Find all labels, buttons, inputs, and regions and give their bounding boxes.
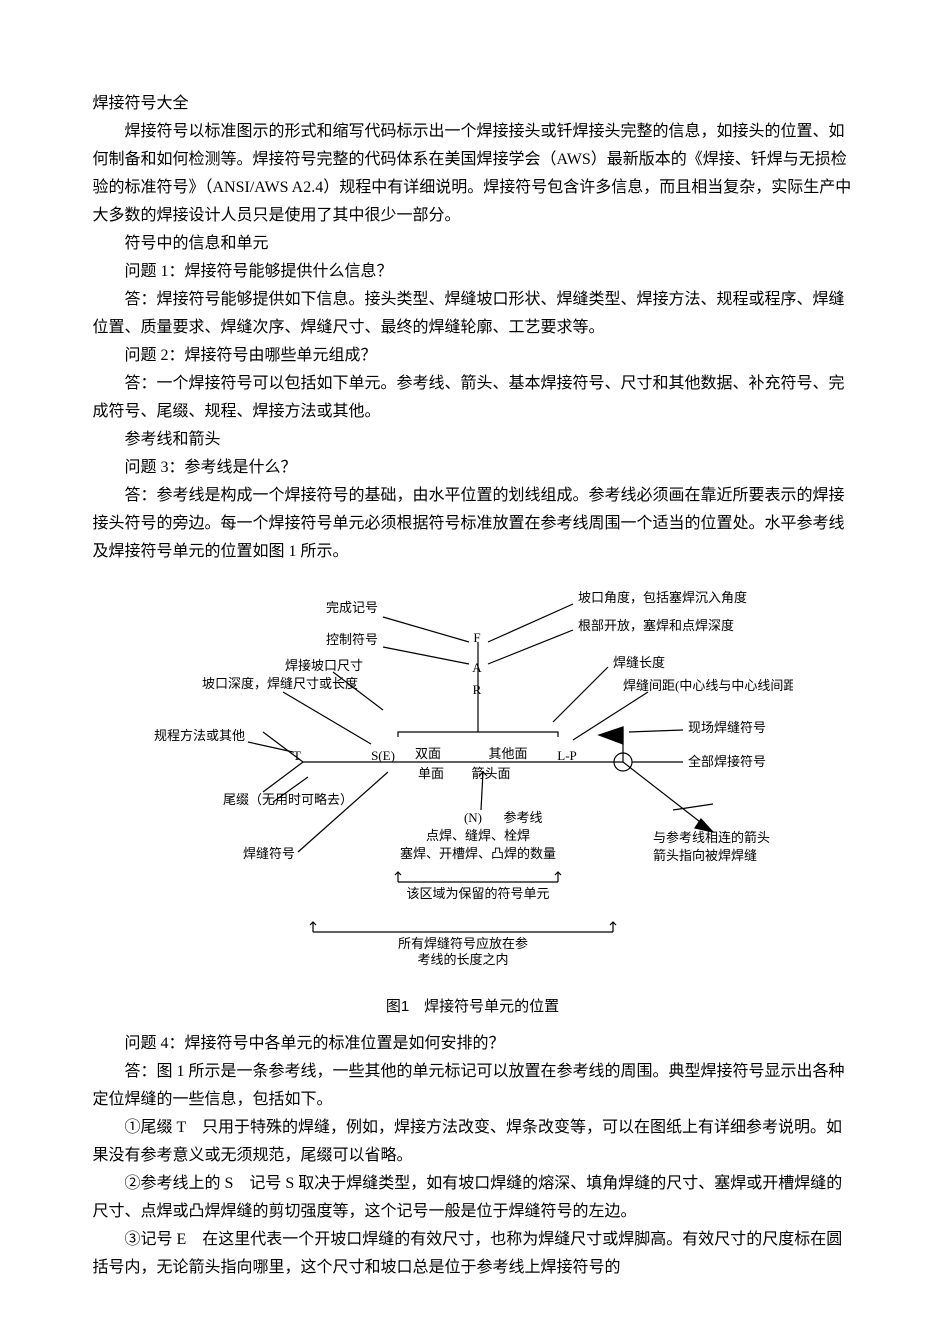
lbl-reserved: 该区域为保留的符号单元	[406, 886, 549, 901]
lbl-arrowto: 箭头指向被焊焊缝	[653, 848, 757, 863]
item-2: ②参考线上的 S 记号 S 取决于焊缝类型，如有坡口焊缝的熔深、填角焊缝的尺寸、…	[93, 1170, 853, 1226]
lbl-field: 现场焊缝符号	[688, 720, 766, 735]
lbl-refline: 参考线	[503, 810, 542, 825]
lbl-LP: L-P	[557, 748, 577, 763]
welding-symbol-diagram: 完成记号 控制符号 焊接坡口尺寸 坡口深度，焊缝尺寸或长度 规程方法或其他 尾缀…	[153, 572, 793, 992]
q2: 问题 2：焊接符号由哪些单元组成？	[93, 342, 853, 370]
a3: 答：参考线是构成一个焊接符号的基础，由水平位置的划线组成。参考线必须画在靠近所要…	[93, 482, 853, 566]
lbl-depth: 坡口深度，焊缝尺寸或长度	[201, 676, 357, 691]
page: 焊接符号大全 焊接符号以标准图示的形式和缩写代码标示出一个焊接接头或钎焊接头完整…	[93, 0, 853, 1322]
lbl-rootopen: 根部开放，塞焊和点焊深度	[578, 618, 734, 633]
lbl-allsym2: 考线的长度之内	[417, 952, 508, 967]
lbl-pitch: 焊缝间距(中心线与中心线间距)	[623, 678, 793, 693]
lbl-arrowconn: 与参考线相连的箭头	[653, 830, 770, 845]
lbl-control: 控制符号	[325, 632, 377, 647]
lbl-plug: 塞焊、开槽焊、凸焊的数量	[399, 846, 555, 861]
lbl-SE: S(E)	[371, 748, 395, 763]
lbl-spot: 点焊、缝焊、栓焊	[425, 828, 529, 843]
lbl-F: F	[473, 630, 480, 645]
lbl-A: A	[472, 660, 482, 675]
a1: 答：焊接符号能够提供如下信息。接头类型、焊缝坡口形状、焊缝类型、焊接方法、规程或…	[93, 286, 853, 342]
lbl-method: 规程方法或其他	[153, 728, 244, 743]
title: 焊接符号大全	[93, 90, 853, 118]
figure-1-caption: 图1 焊接符号单元的位置	[93, 994, 853, 1020]
item-3: ③记号 E 在这里代表一个开坡口焊缝的有效尺寸，也称为焊缝尺寸或焊脚高。有效尺寸…	[93, 1226, 853, 1282]
lbl-otherside: 其他面	[488, 746, 527, 761]
lbl-groove: 焊接坡口尺寸	[284, 658, 362, 673]
lbl-R: R	[472, 682, 481, 697]
lbl-allaround: 全部焊接符号	[688, 754, 766, 769]
lbl-tail: 尾缀（无用时可略去）	[222, 792, 352, 807]
lbl-allsym: 所有焊缝符号应放在参	[397, 936, 527, 951]
lbl-single: 单面	[417, 766, 443, 781]
lbl-angle: 坡口角度，包括塞焊沉入角度	[578, 590, 747, 605]
figure-1: 完成记号 控制符号 焊接坡口尺寸 坡口深度，焊缝尺寸或长度 规程方法或其他 尾缀…	[93, 572, 853, 992]
intro: 焊接符号以标准图示的形式和缩写代码标示出一个焊接接头或钎焊接头完整的信息，如接头…	[93, 118, 853, 230]
lbl-both: 双面	[414, 746, 440, 761]
q4: 问题 4：焊接符号中各单元的标准位置是如何安排的？	[93, 1030, 853, 1058]
q3: 问题 3：参考线是什么？	[93, 454, 853, 482]
lbl-N: (N)	[463, 810, 481, 825]
a2: 答：一个焊接符号可以包括如下单元。参考线、箭头、基本焊接符号、尺寸和其他数据、补…	[93, 370, 853, 426]
lbl-T: T	[293, 748, 301, 763]
lbl-weldlen: 焊缝长度	[613, 655, 665, 670]
item-1: ①尾缀 T 只用于特殊的焊缝，例如，焊接方法改变、焊条改变等，可以在图纸上有详细…	[93, 1114, 853, 1170]
q1: 问题 1：焊接符号能够提供什么信息？	[93, 258, 853, 286]
section-symbols-info: 符号中的信息和单元	[93, 230, 853, 258]
lbl-weldsym: 焊缝符号	[242, 846, 294, 861]
lbl-arrowside: 箭头面	[471, 766, 510, 781]
a4: 答：图 1 所示是一条参考线，一些其他的单元标记可以放置在参考线的周围。典型焊接…	[93, 1058, 853, 1114]
lbl-complete: 完成记号	[325, 600, 377, 615]
section-refline: 参考线和箭头	[93, 426, 853, 454]
